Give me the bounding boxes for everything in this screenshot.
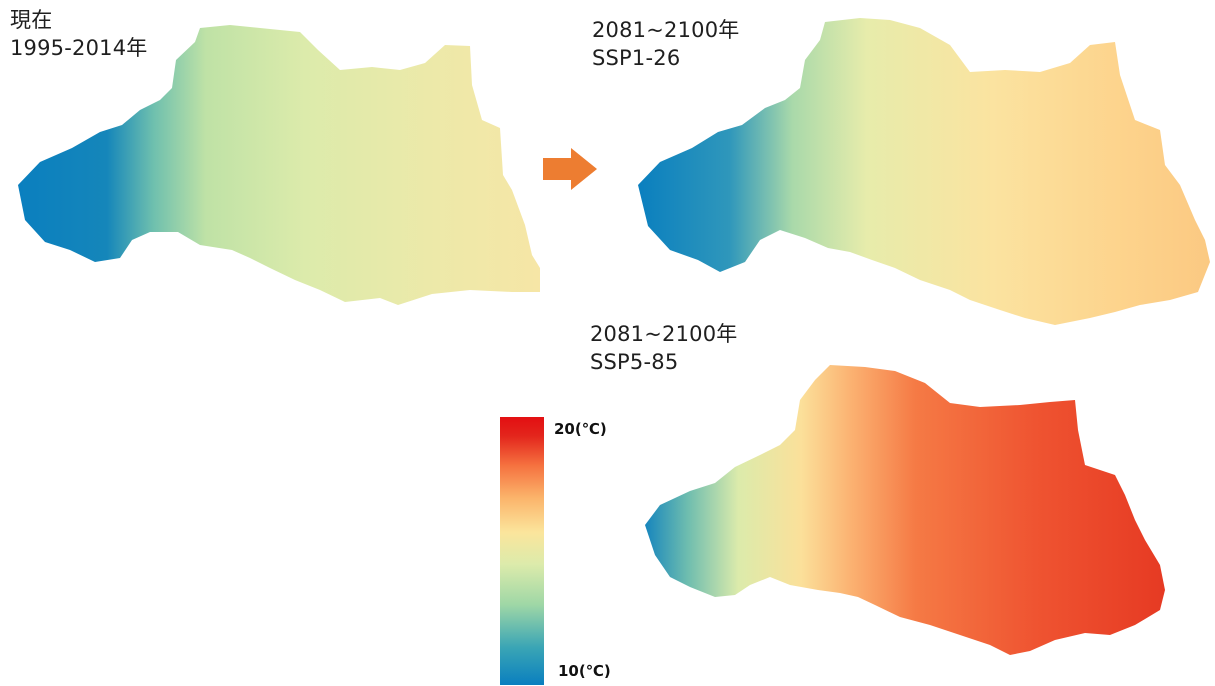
arrow-right-icon <box>543 148 597 190</box>
temperature-colorbar <box>500 417 544 685</box>
label-ssp585-line1: 2081~2100年 <box>590 322 738 346</box>
colorbar-max-label: 20(℃) <box>554 420 607 438</box>
map-present <box>18 25 540 305</box>
map-ssp585 <box>645 365 1165 655</box>
map-ssp126-region <box>638 18 1210 325</box>
label-present-period: 現在 1995-2014年 <box>10 6 147 62</box>
label-ssp585-line2: SSP5-85 <box>590 350 679 374</box>
label-present-line2: 1995-2014年 <box>10 36 148 60</box>
label-present-line1: 現在 <box>10 8 53 32</box>
map-ssp585-region <box>645 365 1165 655</box>
colorbar-gradient <box>500 417 544 685</box>
label-ssp126-period: 2081~2100年 SSP1-26 <box>592 16 739 72</box>
label-ssp126-line2: SSP1-26 <box>592 46 681 70</box>
map-present-region <box>18 25 540 305</box>
map-ssp126 <box>638 18 1210 325</box>
colorbar-min-label: 10(℃) <box>558 662 611 680</box>
arrow-shape <box>543 148 597 190</box>
label-ssp126-line1: 2081~2100年 <box>592 18 740 42</box>
label-ssp585-period: 2081~2100年 SSP5-85 <box>590 320 737 376</box>
